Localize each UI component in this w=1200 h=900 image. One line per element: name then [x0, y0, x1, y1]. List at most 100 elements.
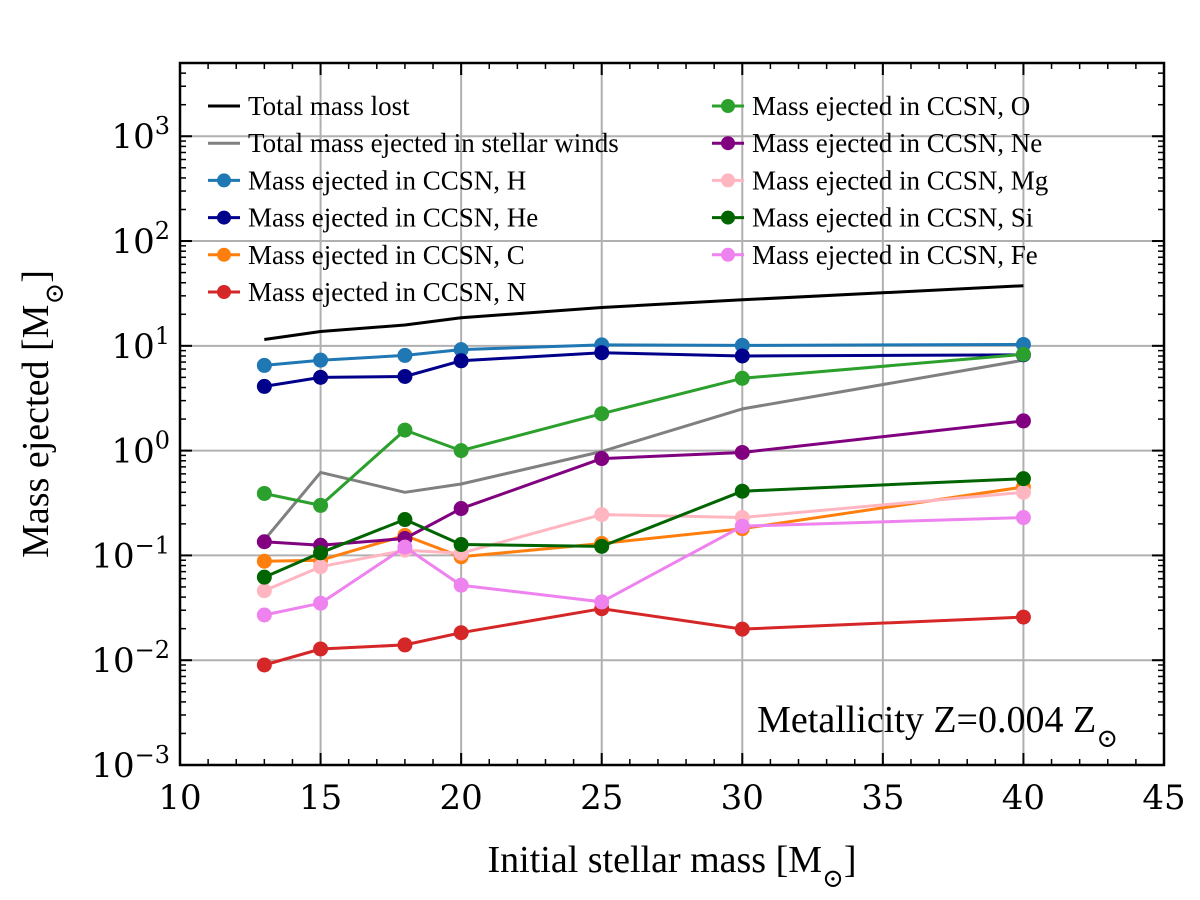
data-point	[453, 342, 469, 358]
y-tick-label: 10−1	[91, 531, 170, 576]
axis-ticks: 10 15 20 25 30 35 40 45 10−3 10−2 10−1 100 101 102 103	[91, 63, 1186, 818]
data-point	[734, 370, 750, 386]
series-line	[263, 358, 1024, 542]
y-tick-label: 10−3	[91, 741, 170, 786]
legend-label: Total mass ejected in stellar winds	[248, 128, 619, 158]
data-point	[594, 451, 610, 467]
legend-marker	[721, 247, 735, 262]
legend-marker	[721, 173, 735, 188]
data-point	[734, 621, 750, 637]
data-point	[594, 507, 610, 523]
legend-label: Mass ejected in CCSN, Mg	[752, 165, 1048, 195]
legend-entry: Mass ejected in CCSN, Ne	[712, 128, 1042, 158]
data-point	[594, 538, 610, 554]
series-1	[263, 358, 1024, 542]
data-point	[734, 483, 750, 499]
data-point	[256, 657, 272, 673]
data-point	[313, 559, 329, 575]
x-tick-label: 10	[158, 778, 201, 818]
data-point	[1015, 609, 1031, 625]
data-point	[1015, 471, 1031, 487]
legend-entry: Mass ejected in CCSN, O	[712, 91, 1030, 121]
data-point	[734, 444, 750, 460]
legend-label: Mass ejected in CCSN, Fe	[752, 240, 1038, 270]
metallicity-annotation: Metallicity Z=0.004 Z⊙	[757, 699, 1118, 753]
data-point	[453, 443, 469, 459]
data-point	[256, 534, 272, 550]
data-point	[313, 641, 329, 657]
legend-label: Mass ejected in CCSN, Si	[752, 203, 1033, 233]
series-6	[256, 346, 1031, 513]
data-point	[734, 348, 750, 364]
x-tick-label: 35	[861, 778, 904, 818]
data-point	[594, 594, 610, 610]
data-point	[256, 357, 272, 373]
data-point	[1015, 510, 1031, 526]
legend-marker	[721, 136, 735, 151]
plot-frame	[178, 61, 1166, 767]
series-line	[263, 607, 1024, 667]
series-line	[264, 284, 1024, 341]
plot-series	[256, 284, 1031, 673]
legend-entry: Mass ejected in CCSN, N	[208, 277, 526, 307]
legend-entry: Mass ejected in CCSN, H	[208, 165, 526, 195]
legend-entry: Mass ejected in CCSN, Mg	[712, 165, 1048, 195]
data-point	[313, 545, 329, 561]
data-point	[313, 352, 329, 368]
data-point	[734, 337, 750, 353]
data-point	[1015, 413, 1031, 429]
data-point	[594, 406, 610, 422]
legend-marker	[217, 247, 231, 262]
data-point	[453, 501, 469, 517]
x-tick-label: 30	[721, 778, 764, 818]
data-point	[594, 345, 610, 361]
x-tick-label: 15	[299, 778, 342, 818]
legend-marker	[217, 173, 231, 188]
legend-entry: Mass ejected in CCSN, Fe	[712, 240, 1038, 270]
y-tick-label: 103	[111, 112, 170, 157]
legend-entry: Total mass ejected in stellar winds	[208, 128, 619, 158]
data-point	[453, 625, 469, 641]
data-point	[1015, 484, 1031, 500]
series-3	[256, 345, 1031, 394]
data-point	[734, 518, 750, 534]
legend-entry: Mass ejected in CCSN, C	[208, 240, 525, 270]
data-point	[1015, 346, 1031, 362]
series-line	[264, 485, 1024, 563]
legend: Total mass lost Total mass ejected in ste…	[208, 91, 1048, 307]
series-5	[256, 601, 1031, 673]
y-axis-label: Mass ejected [M⊙]	[15, 270, 69, 558]
data-point	[256, 607, 272, 623]
data-point	[453, 537, 469, 553]
series-10	[256, 510, 1031, 623]
data-point	[453, 577, 469, 593]
legend-marker	[217, 285, 231, 299]
legend-entry: Total mass lost	[208, 91, 410, 121]
data-point	[397, 539, 413, 555]
legend-label: Mass ejected in CCSN, N	[248, 277, 526, 307]
data-point	[453, 353, 469, 369]
y-tick-label: 100	[111, 427, 170, 472]
y-tick-label: 102	[111, 217, 170, 262]
legend-label: Mass ejected in CCSN, C	[248, 240, 525, 270]
legend-label: Mass ejected in CCSN, Ne	[752, 128, 1042, 158]
series-9	[256, 471, 1031, 585]
legend-entry: Mass ejected in CCSN, He	[208, 203, 538, 233]
data-point	[397, 512, 413, 528]
x-tick-label: 45	[1142, 778, 1185, 818]
data-point	[313, 595, 329, 611]
data-point	[256, 378, 272, 394]
series-line	[263, 516, 1024, 617]
data-point	[313, 369, 329, 385]
legend-label: Total mass lost	[248, 91, 410, 121]
data-point	[313, 497, 329, 513]
data-point	[397, 368, 413, 384]
legend-marker	[217, 210, 231, 225]
data-point	[397, 422, 413, 438]
data-point	[256, 569, 272, 585]
legend-label: Mass ejected in CCSN, He	[248, 203, 538, 233]
y-tick-label: 10−2	[91, 636, 170, 681]
data-point	[397, 347, 413, 363]
legend-label: Mass ejected in CCSN, H	[248, 165, 526, 195]
series-line	[263, 477, 1024, 579]
